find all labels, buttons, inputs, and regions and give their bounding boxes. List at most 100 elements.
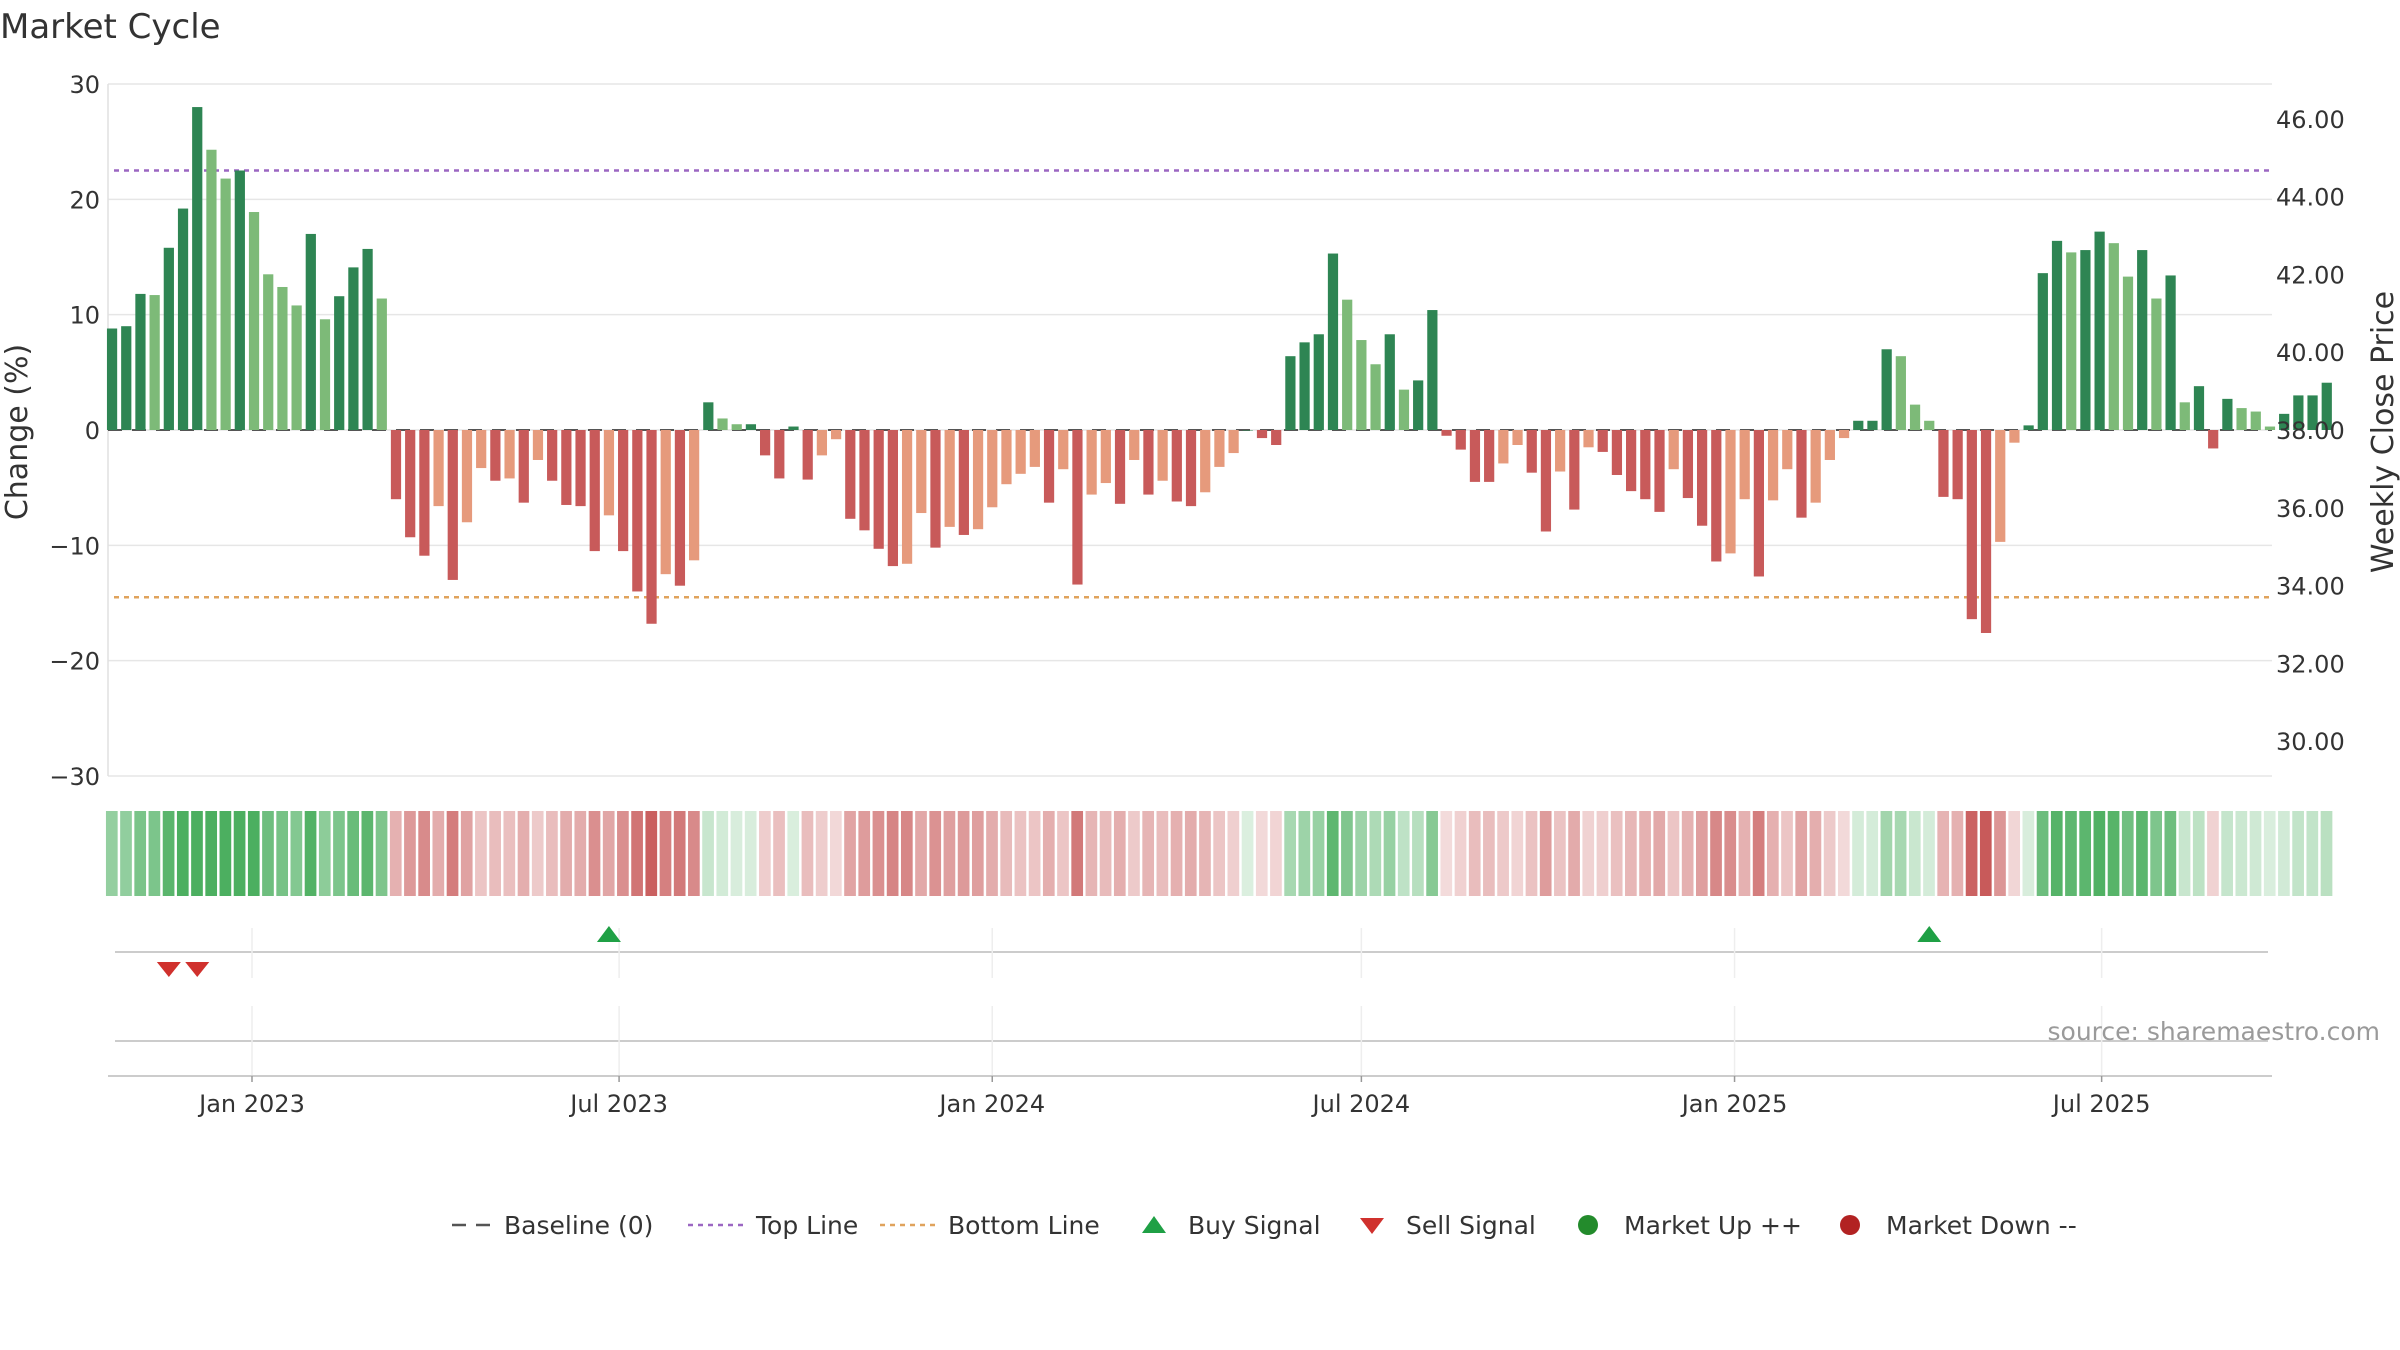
heat-cell — [1795, 811, 1808, 896]
change-bar — [1285, 356, 1296, 430]
heat-cell — [829, 811, 842, 896]
heat-cell — [418, 811, 430, 896]
change-bar — [2066, 252, 2077, 430]
heat-cell — [2178, 811, 2191, 896]
y2-tick-label: 30.00 — [2276, 728, 2345, 756]
heat-cell — [1383, 811, 1396, 896]
y2-tick-label: 44.00 — [2276, 184, 2345, 212]
legend-item: Sell Signal — [1360, 1211, 1536, 1240]
heat-cell — [1042, 811, 1055, 896]
change-bar — [2122, 276, 2134, 430]
change-bar — [1043, 430, 1055, 503]
heat-cell — [1113, 811, 1126, 896]
heat-cell — [1511, 811, 1524, 896]
heat-cell — [1937, 811, 1950, 896]
change-bar — [689, 430, 700, 561]
change-bar — [759, 430, 771, 456]
change-bar — [2236, 408, 2247, 430]
change-bar — [1171, 430, 1182, 502]
change-bar — [1370, 364, 1381, 430]
change-bar — [1881, 349, 1892, 430]
heat-cell — [1965, 811, 1978, 896]
heat-cell — [2121, 811, 2134, 896]
x-tick-label: Jul 2024 — [1311, 1090, 1411, 1118]
change-bar — [1072, 430, 1083, 585]
heat-cell — [1227, 811, 1240, 896]
change-bar — [2208, 430, 2219, 449]
heat-cell — [1355, 811, 1367, 896]
change-bar — [2051, 240, 2063, 430]
change-bar — [1228, 430, 1239, 454]
heat-cell — [943, 811, 956, 896]
heat-cell — [688, 811, 700, 896]
heat-cell — [1568, 811, 1580, 896]
heat-cell — [588, 811, 601, 896]
reference-lines — [108, 169, 2272, 599]
change-bar — [603, 430, 615, 516]
heat-cell — [1625, 811, 1637, 896]
heat-cell — [1766, 811, 1779, 896]
heat-cell — [2050, 811, 2063, 896]
heat-cell — [773, 811, 785, 896]
legend-label: Bottom Line — [948, 1211, 1100, 1240]
change-bar — [1569, 430, 1580, 510]
heat-cell — [1710, 811, 1722, 896]
heat-cell — [1539, 811, 1552, 896]
change-bar — [1313, 334, 1324, 430]
heat-cell — [2221, 811, 2233, 896]
heat-cell — [1057, 811, 1069, 896]
heat-cell — [1085, 811, 1098, 896]
legend-item: Top Line — [688, 1211, 858, 1240]
heat-cell — [602, 811, 615, 896]
heat-cell — [1667, 811, 1680, 896]
change-bar — [291, 305, 302, 430]
legend-item: Market Down -- — [1840, 1211, 2077, 1240]
change-bar — [1696, 430, 1708, 526]
change-bar — [1782, 430, 1793, 470]
heat-cell — [1298, 811, 1311, 896]
heat-cell — [460, 811, 473, 896]
heat-cell — [1979, 811, 1992, 896]
heat-cell — [1696, 811, 1708, 896]
change-bar — [1143, 430, 1154, 495]
change-bar — [2193, 386, 2205, 430]
heat-cell — [1994, 811, 2006, 896]
heat-cell — [375, 811, 388, 896]
heat-cell — [105, 811, 118, 896]
heat-cell — [2207, 811, 2219, 896]
heat-cell — [276, 811, 289, 896]
signal-panel — [115, 926, 2268, 978]
heat-cell — [2306, 811, 2319, 896]
heat-cell — [1894, 811, 1907, 896]
change-bar — [575, 430, 586, 507]
heat-cell — [1426, 811, 1438, 896]
heat-cell — [1823, 811, 1836, 896]
sell-signal-marker — [156, 962, 181, 977]
heat-cell — [1326, 811, 1339, 896]
chart-title: Market Cycle — [0, 7, 221, 47]
heat-cell — [404, 811, 416, 896]
market-panel — [108, 1006, 2272, 1077]
heat-cell — [134, 811, 147, 896]
change-bar — [1512, 430, 1523, 445]
change-bar — [703, 402, 714, 430]
heat-cell — [304, 811, 317, 896]
change-bar — [1682, 430, 1694, 499]
change-bar — [1739, 430, 1750, 500]
heat-cell — [191, 811, 203, 896]
change-bar — [944, 430, 955, 527]
heat-cell — [1156, 811, 1169, 896]
heat-cell — [1951, 811, 1964, 896]
x-tick-label: Jan 2024 — [937, 1090, 1045, 1118]
change-bar — [2151, 298, 2162, 430]
legend-label: Top Line — [755, 1211, 858, 1240]
change-bar — [1526, 430, 1537, 473]
change-bar — [390, 430, 402, 500]
change-bar — [2279, 413, 2290, 430]
change-bar — [1455, 430, 1466, 450]
change-bar — [901, 430, 913, 564]
change-bar — [2264, 426, 2276, 430]
heat-cell — [645, 811, 658, 896]
change-bar — [1853, 420, 1864, 430]
heat-strip — [105, 811, 2333, 896]
